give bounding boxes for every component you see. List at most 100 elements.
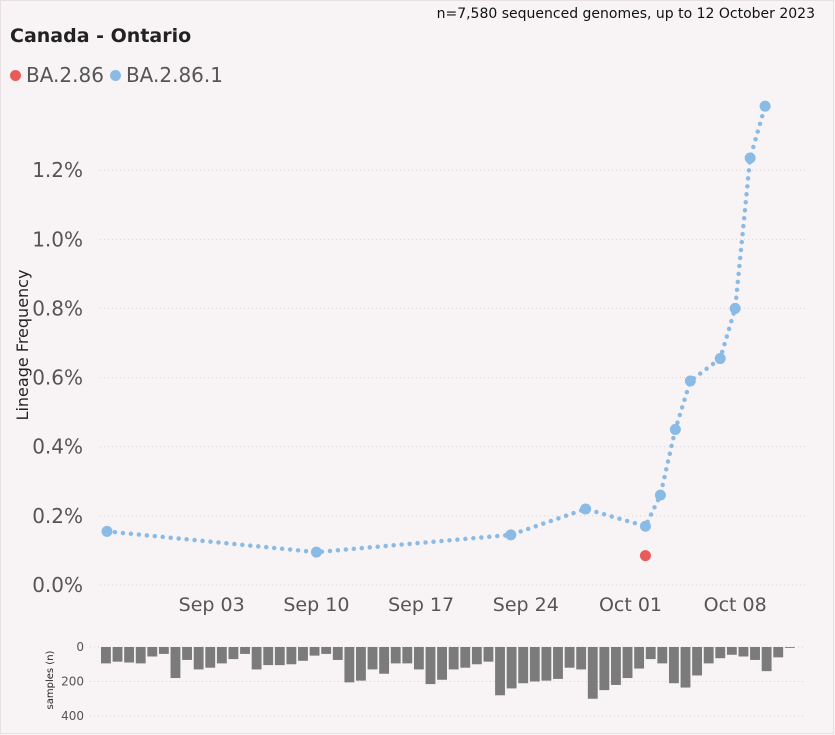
sample-bar[interactable] <box>645 647 656 660</box>
data-point[interactable] <box>729 302 741 314</box>
sample-bar[interactable] <box>692 647 703 676</box>
sample-bar[interactable] <box>611 647 621 685</box>
main-y-tick-label: 0.4% <box>32 435 83 459</box>
sample-bar[interactable] <box>773 647 784 658</box>
sample-bar[interactable] <box>390 647 401 664</box>
sample-bar[interactable] <box>657 647 668 664</box>
sample-bar[interactable] <box>576 647 587 670</box>
chart-title: Canada - Ontario <box>10 25 192 47</box>
sample-bar[interactable] <box>228 647 239 660</box>
sample-bar[interactable] <box>158 647 169 654</box>
main-gridlines <box>100 169 805 586</box>
sample-bar[interactable] <box>715 647 726 659</box>
sample-bar[interactable] <box>634 647 645 669</box>
main-x-tick-labels: Sep 03 Sep 10 Sep 17 Sep 24 Oct 01 Oct 08 <box>179 594 767 616</box>
data-point[interactable] <box>759 100 771 112</box>
series-points <box>101 100 771 562</box>
sample-bar[interactable] <box>263 647 274 666</box>
sample-bar[interactable] <box>344 647 355 683</box>
data-point[interactable] <box>639 520 651 532</box>
sample-bar[interactable] <box>460 647 471 668</box>
sample-bar[interactable] <box>309 647 320 656</box>
sample-bar[interactable] <box>367 647 378 670</box>
bar-y-tick-labels: 0 200 400 <box>61 640 84 723</box>
sample-bar[interactable] <box>193 647 204 670</box>
sample-bar[interactable] <box>413 647 424 670</box>
sample-bar[interactable] <box>599 647 610 691</box>
sample-bar[interactable] <box>356 647 366 681</box>
legend-item-ba-2-86-1[interactable]: BA.2.86.1 <box>109 63 223 87</box>
sample-bar[interactable] <box>379 647 390 674</box>
data-point[interactable] <box>310 546 322 558</box>
sample-bar[interactable] <box>286 647 297 665</box>
sample-bar[interactable] <box>553 647 563 679</box>
sample-bar[interactable] <box>216 647 227 664</box>
sample-bar[interactable] <box>402 647 413 664</box>
data-point[interactable] <box>101 525 113 537</box>
sample-bar[interactable] <box>332 647 343 660</box>
sample-bar[interactable] <box>124 647 135 663</box>
data-point[interactable] <box>744 152 756 164</box>
main-x-tick-label: Sep 03 <box>179 594 245 616</box>
sample-bar[interactable] <box>703 647 714 664</box>
main-x-tick-label: Sep 10 <box>283 594 349 616</box>
sample-bar[interactable] <box>784 647 795 648</box>
sample-bar[interactable] <box>483 647 494 662</box>
sample-bar[interactable] <box>761 647 772 672</box>
sample-bar[interactable] <box>147 647 158 657</box>
sample-bar[interactable] <box>726 647 737 655</box>
data-point[interactable] <box>684 375 696 387</box>
sample-bar[interactable] <box>321 647 332 654</box>
data-point[interactable] <box>639 550 651 562</box>
sample-bar[interactable] <box>101 647 111 664</box>
legend: BA.2.86 BA.2.86.1 <box>10 63 229 87</box>
sample-bar[interactable] <box>750 647 760 660</box>
sample-bar[interactable] <box>564 647 575 668</box>
main-x-tick-label: Oct 01 <box>599 594 662 616</box>
sample-bar[interactable] <box>668 647 679 684</box>
bar-y-tick-label: 200 <box>61 675 84 689</box>
sample-bar[interactable] <box>622 647 633 679</box>
sample-bar[interactable] <box>240 647 250 654</box>
sample-bar[interactable] <box>425 647 436 685</box>
sample-bar[interactable] <box>205 647 216 668</box>
data-point[interactable] <box>714 353 726 365</box>
data-point[interactable] <box>654 489 666 501</box>
main-y-tick-label: 0.0% <box>32 573 83 597</box>
main-x-tick-label: Oct 08 <box>704 594 767 616</box>
sample-bar[interactable] <box>738 647 749 657</box>
sample-bar[interactable] <box>587 647 598 699</box>
sample-bar[interactable] <box>506 647 517 689</box>
legend-label-ba-2-86-1: BA.2.86.1 <box>125 63 223 87</box>
sample-bar[interactable] <box>135 647 146 664</box>
sample-bar[interactable] <box>495 647 505 696</box>
sample-bar[interactable] <box>182 647 192 660</box>
sample-bars <box>101 647 795 699</box>
main-y-tick-label: 1.0% <box>32 227 83 251</box>
sample-bar[interactable] <box>251 647 262 670</box>
sample-bar[interactable] <box>518 647 529 684</box>
data-point[interactable] <box>669 423 681 435</box>
sample-bar[interactable] <box>448 647 459 670</box>
legend-item-ba-2-86[interactable]: BA.2.86 <box>10 63 104 87</box>
sample-bar[interactable] <box>680 647 691 688</box>
series-line <box>104 103 768 555</box>
sample-bar[interactable] <box>471 647 482 665</box>
sample-bar[interactable] <box>437 647 448 680</box>
sample-bar[interactable] <box>529 647 540 682</box>
bar-y-tick-label: 400 <box>61 709 84 723</box>
main-y-tick-label: 0.6% <box>32 366 83 390</box>
series-lines <box>104 103 768 555</box>
main-y-axis-label: Lineage Frequency <box>13 270 32 421</box>
sample-bar[interactable] <box>541 647 552 681</box>
sample-bar[interactable] <box>112 647 123 662</box>
data-point[interactable] <box>580 503 592 515</box>
bar-y-axis-label: samples (n) <box>45 650 56 709</box>
sample-bar[interactable] <box>274 647 285 666</box>
main-y-tick-label: 0.2% <box>32 504 83 528</box>
sample-bar[interactable] <box>170 647 181 679</box>
data-point[interactable] <box>505 529 517 541</box>
sample-bar[interactable] <box>298 647 308 661</box>
main-x-tick-label: Sep 17 <box>388 594 454 616</box>
